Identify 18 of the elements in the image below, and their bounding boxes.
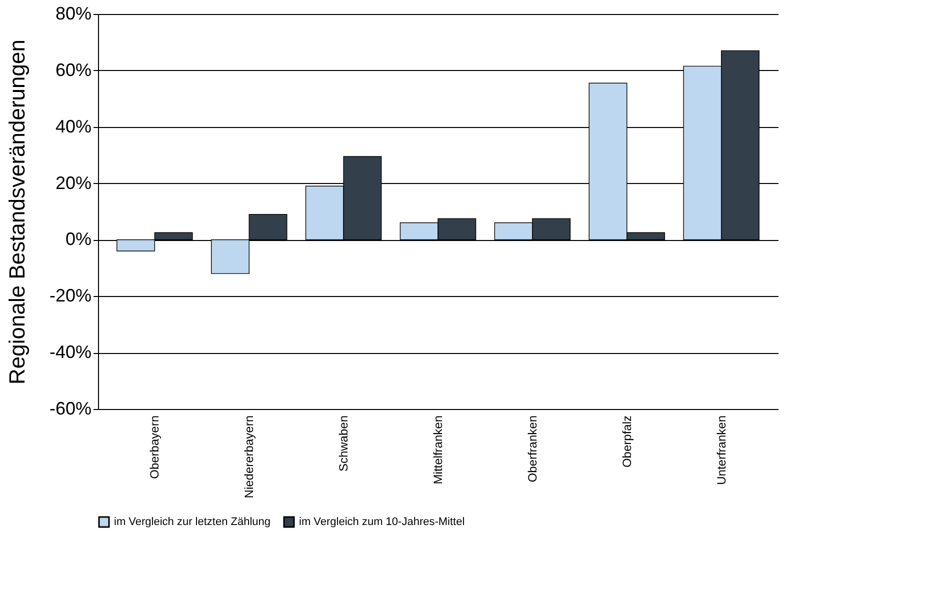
x-tick-label: Unterfranken: [714, 416, 728, 485]
y-tick-label: -40%: [49, 342, 92, 362]
y-tick-label: 0%: [65, 229, 92, 250]
x-tick-label: Oberbayern: [148, 416, 162, 479]
y-axis-title: Regionale Bestandsveränderungen: [4, 40, 30, 384]
x-tick-label: Oberpfalz: [620, 416, 634, 468]
x-tick-label: Mittelfranken: [431, 416, 445, 484]
x-tick-label: Schwaben: [336, 416, 351, 472]
y-tick-label: 80%: [55, 4, 92, 24]
y-tick-label: 20%: [55, 172, 92, 193]
y-tick-label: 60%: [55, 60, 92, 80]
y-tick-label: -60%: [49, 398, 92, 418]
legend-label: im Vergleich zur letzten Zählung: [114, 516, 271, 528]
y-tick-label: 40%: [55, 116, 92, 136]
x-tick-label: Oberfranken: [525, 416, 540, 482]
x-tick-label: Niedererbayern: [242, 416, 256, 498]
y-tick-label: -20%: [49, 286, 92, 306]
legend-label: im Vergleich zum 10-Jahres-Mittel: [299, 516, 465, 528]
